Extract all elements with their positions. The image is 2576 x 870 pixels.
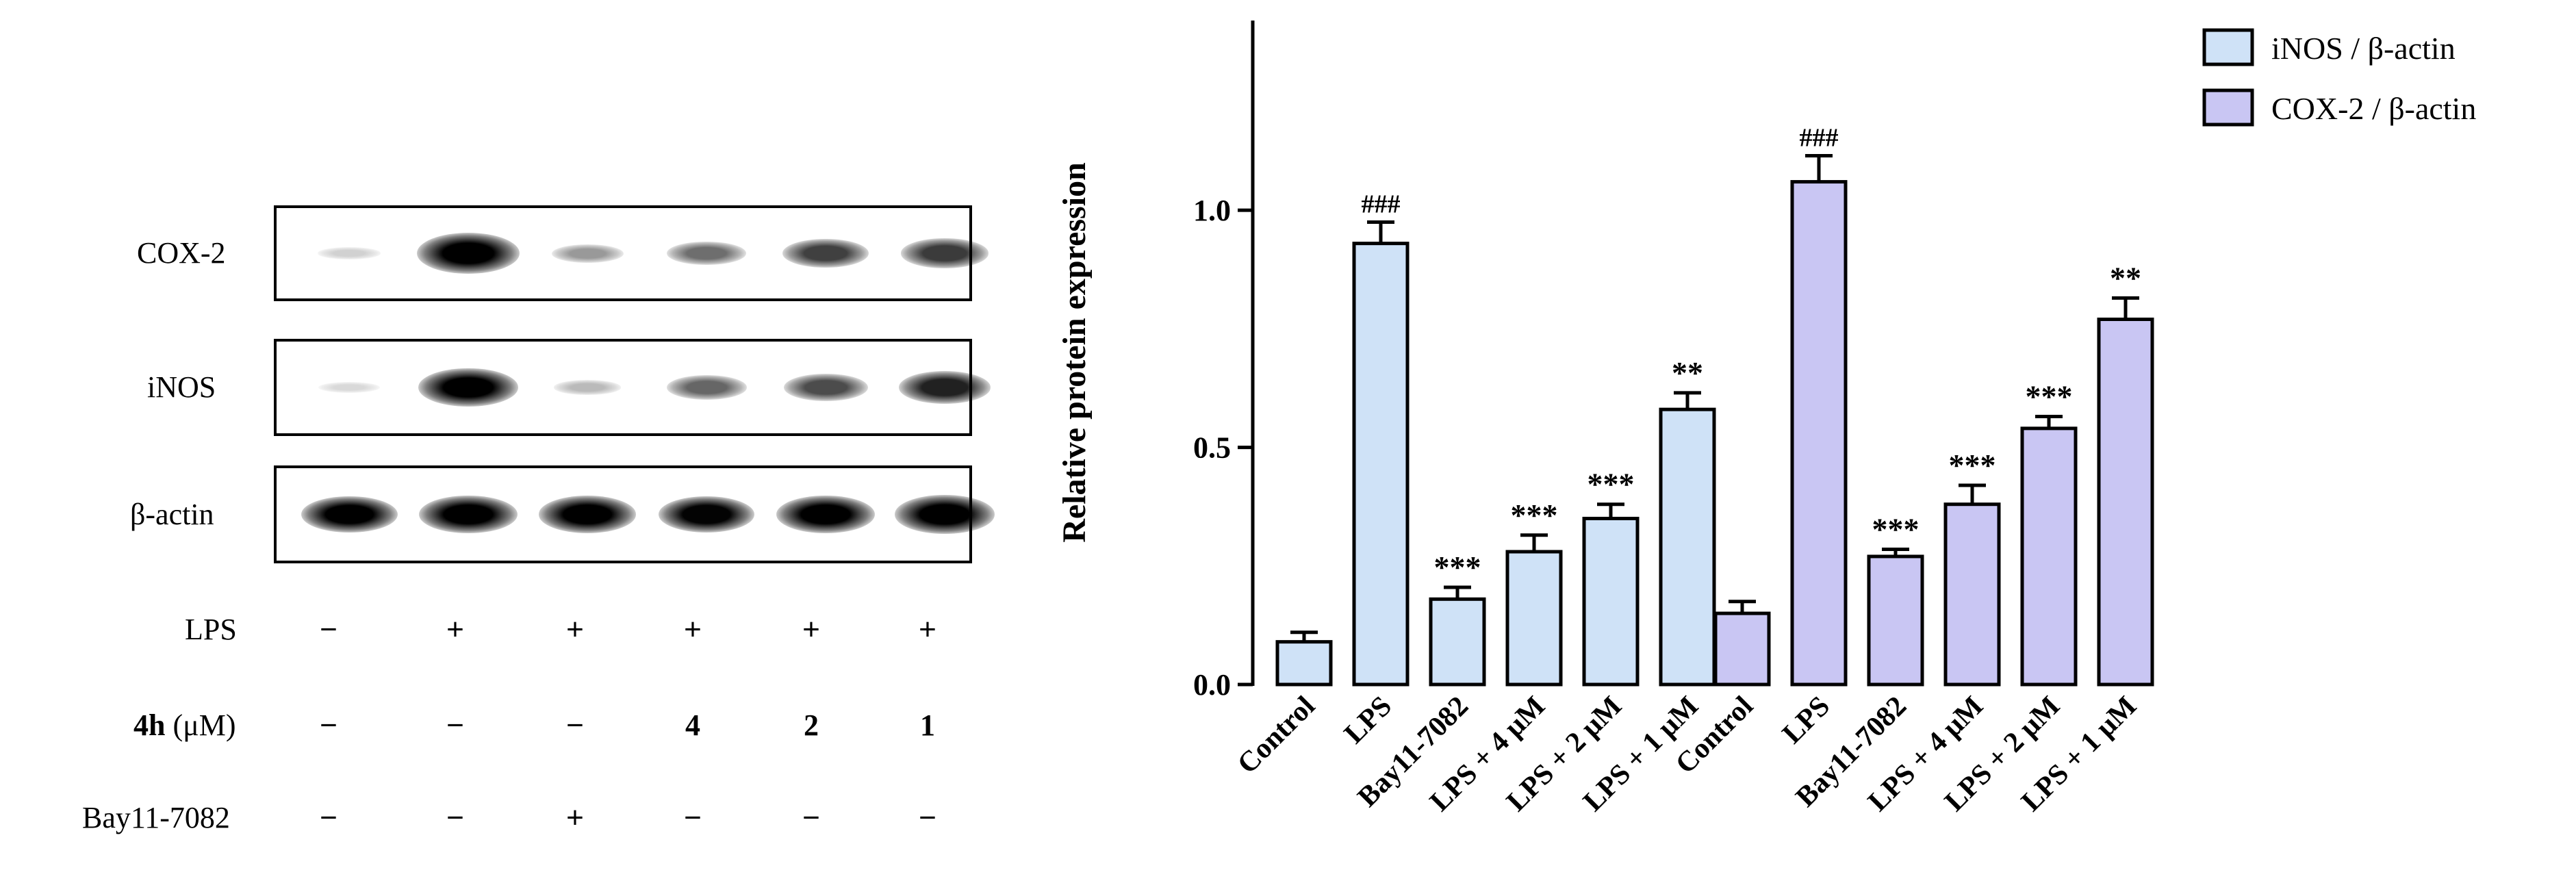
blot-band (658, 496, 755, 533)
blot-band (667, 241, 746, 266)
blot-band (901, 238, 989, 268)
bar (1429, 597, 1486, 687)
blot-band (301, 496, 398, 533)
treatment-value: − (919, 801, 936, 834)
blot-row-label: iNOS (147, 370, 216, 404)
blot-band (538, 496, 637, 533)
treatment-value: − (320, 613, 337, 646)
blot-band (551, 244, 624, 263)
blot-band (895, 495, 995, 534)
blot-band (318, 247, 381, 259)
bar (1582, 517, 1640, 687)
significance-label: *** (1587, 467, 1635, 502)
treatment-value: + (446, 613, 464, 646)
treatment-value: − (446, 708, 464, 742)
significance-label: *** (1872, 512, 1920, 547)
legend-label: iNOS / β-actin (2271, 31, 2456, 66)
bar (1659, 407, 1716, 687)
significance-label: ** (1672, 355, 1703, 390)
treatment-value: + (566, 613, 584, 646)
blot-band (783, 373, 868, 402)
legend-swatch (2202, 28, 2254, 66)
x-tick-label: LPS (1776, 691, 1836, 750)
bar (1943, 502, 2001, 687)
y-tick-label: 0.5 (1193, 431, 1231, 465)
bar (1790, 180, 1848, 687)
blot-band (419, 495, 518, 534)
blot-band (418, 368, 518, 407)
treatment-value: + (919, 613, 936, 646)
blot-row-label: β-actin (130, 497, 214, 531)
treatment-value: + (684, 613, 702, 646)
treatment-value: − (566, 708, 584, 742)
y-tick-label: 1.0 (1193, 194, 1231, 227)
significance-label: *** (1511, 498, 1558, 533)
concentration-unit: (μM) (165, 708, 236, 742)
blot-band (782, 238, 869, 268)
y-axis-label: Relative protein expression (1056, 162, 1093, 543)
treatment-value: + (566, 801, 584, 834)
blot-band (417, 233, 520, 274)
significance-label: ** (2110, 260, 2141, 295)
treatment-label: 4h (μM) (133, 711, 236, 741)
significance-label: *** (1949, 448, 1996, 483)
treatment-value: − (320, 708, 337, 742)
blot-band (899, 371, 991, 404)
bar (1505, 550, 1563, 687)
x-tick-label: LPS (1338, 691, 1398, 750)
blot-band (318, 382, 380, 393)
significance-label: ### (1362, 190, 1401, 218)
significance-label: *** (1434, 550, 1481, 585)
blot-band (776, 495, 875, 534)
treatment-label: Bay11-7082 (82, 801, 230, 834)
treatment-value: − (802, 801, 820, 834)
blot-band (666, 375, 747, 400)
blot-row-label: COX-2 (137, 236, 226, 270)
legend-label: COX-2 / β-actin (2271, 91, 2476, 126)
bar (2097, 318, 2154, 687)
bar (1867, 554, 1924, 687)
bar (1352, 242, 1410, 687)
x-tick-label: Control (1232, 691, 1321, 780)
treatment-value: 4 (685, 708, 700, 742)
bar (1275, 640, 1333, 687)
treatment-label: LPS (185, 613, 237, 646)
y-tick-label: 0.0 (1193, 668, 1231, 702)
legend-swatch (2202, 88, 2254, 127)
bar (2020, 426, 2078, 687)
compound-name: 4h (133, 708, 166, 742)
treatment-value: 2 (804, 708, 819, 742)
treatment-value: − (320, 801, 337, 834)
treatment-value: − (684, 801, 702, 834)
treatment-value: 1 (920, 708, 935, 742)
blot-band (554, 380, 621, 395)
significance-label: ### (1800, 123, 1839, 152)
treatment-value: + (802, 613, 820, 646)
bar (1713, 611, 1771, 687)
significance-label: *** (2026, 379, 2073, 414)
treatment-value: − (446, 801, 464, 834)
